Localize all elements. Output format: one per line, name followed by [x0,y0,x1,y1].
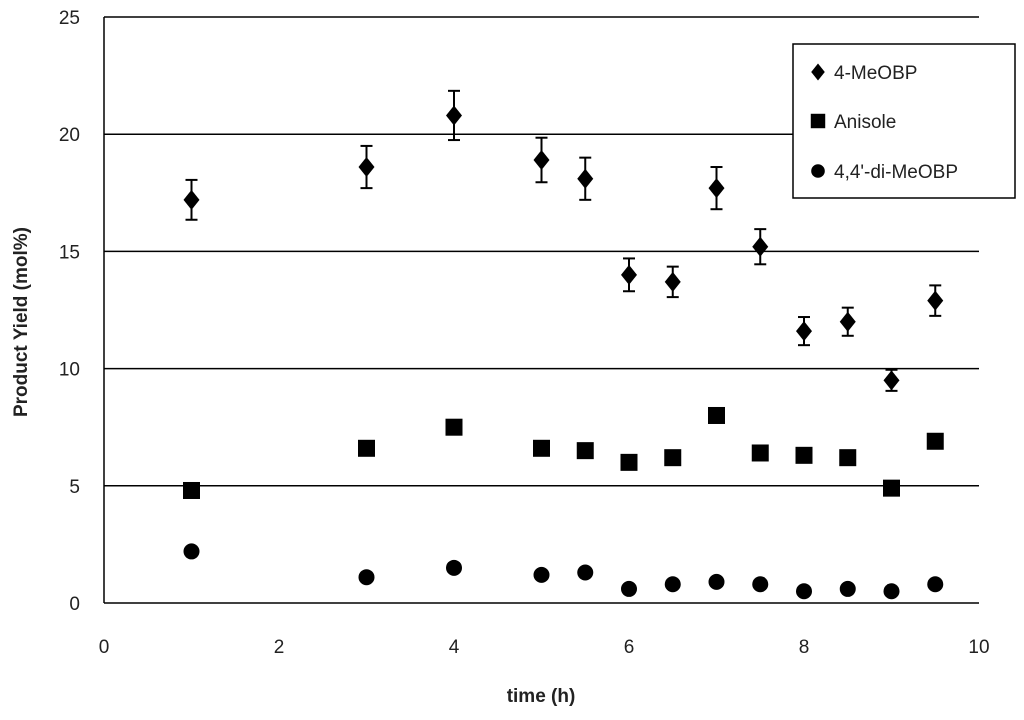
data-marks [183,89,944,600]
y-tick-label: 25 [59,8,80,29]
x-tick-label: 4 [449,637,460,658]
data-point-square [839,449,857,467]
data-point-diamond [183,189,200,210]
legend-box [792,43,1016,199]
x-tick-label: 8 [799,637,810,658]
data-point-diamond [577,168,594,189]
legend-label: 4,4'-di-MeOBP [834,162,958,183]
series-square [183,406,944,499]
tick-labels: 0 5 10 15 20 25 0 2 4 6 8 10 [59,8,990,658]
data-point-circle [708,573,725,590]
data-point-square [883,479,900,497]
data-point-diamond [883,370,900,391]
series-circle [183,543,944,600]
x-tick-label: 0 [99,637,110,658]
data-point-circle [839,580,856,597]
data-point-circle [796,583,812,600]
data-point-square [533,439,550,457]
data-point-square [445,418,463,436]
data-point-square [620,453,638,471]
y-tick-label: 0 [69,594,80,615]
legend-marker-diamond [811,63,825,81]
x-tick-label: 6 [624,637,635,658]
y-tick-label: 10 [59,360,80,381]
legend-label: Anisole [834,112,896,133]
axes [103,17,979,604]
legend: 4-MeOBP Anisole 4,4'-di-MeOBP [792,43,1016,199]
x-axis-title: time (h) [507,686,576,707]
legend-label: 4-MeOBP [834,63,917,84]
y-tick-label: 15 [59,242,80,263]
data-point-square [183,481,200,499]
data-point-square [576,442,594,460]
data-point-circle [621,580,637,597]
data-point-circle [664,576,681,593]
data-point-diamond [839,311,856,332]
data-point-diamond [796,321,812,342]
data-point-diamond [664,271,681,292]
data-point-circle [883,583,900,600]
x-tick-label: 2 [274,637,285,658]
data-point-diamond [358,157,375,178]
data-point-diamond [533,149,550,170]
data-point-square [708,406,725,424]
legend-items: 4-MeOBP Anisole 4,4'-di-MeOBP [810,63,958,183]
data-point-circle [446,559,462,576]
data-point-square [926,432,944,450]
data-point-diamond [752,236,769,257]
data-point-circle [577,564,594,581]
data-point-diamond [621,264,637,285]
x-tick-label: 10 [968,637,989,658]
data-point-diamond [708,178,725,199]
data-point-circle [358,569,375,586]
data-point-circle [752,576,769,593]
data-point-diamond [927,290,944,311]
series-diamond [183,89,944,392]
data-point-square [664,449,682,467]
data-point-circle [927,576,944,593]
legend-marker-circle [811,164,825,178]
data-point-square [358,439,375,457]
legend-marker-square [810,113,826,129]
data-point-circle [533,566,550,583]
y-tick-label: 5 [69,477,80,498]
data-point-diamond [446,105,462,126]
data-point-circle [183,543,200,560]
data-point-square [751,444,769,462]
y-tick-label: 20 [59,125,80,146]
y-axis-title: Product Yield (mol%) [11,227,32,417]
data-point-square [795,446,813,464]
